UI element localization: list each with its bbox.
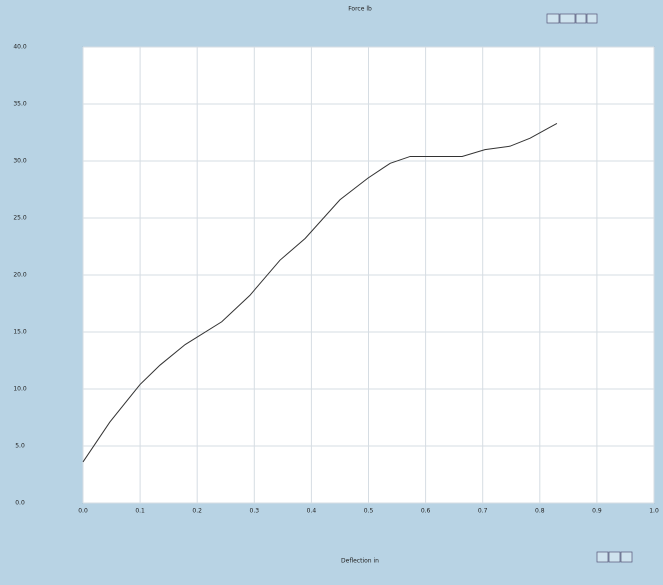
zoom-button[interactable]: [608, 551, 621, 563]
y-tick-label: 15.0: [13, 329, 27, 336]
x-axis-label: Deflection in: [341, 558, 379, 565]
y-tick-label: 0.0: [15, 500, 25, 507]
x-tick-label: 0.1: [135, 508, 145, 515]
x-tick-label: 0.7: [478, 508, 488, 515]
y-tick-label: 10.0: [13, 386, 27, 393]
line-series: [82, 122, 558, 463]
y-tick-label: 25.0: [13, 215, 27, 222]
x-tick-label: 0.2: [192, 508, 202, 515]
y-tick-label: 40.0: [13, 44, 27, 51]
x-tick-label: 0.5: [364, 508, 374, 515]
chart-title: Force lb: [348, 6, 372, 13]
zoom-button[interactable]: [596, 551, 609, 563]
toolbar-button[interactable]: [559, 13, 576, 24]
x-tick-label: 0.6: [421, 508, 431, 515]
y-tick-label: 35.0: [13, 101, 27, 108]
y-tick-label: 30.0: [13, 158, 27, 165]
toolbar-button[interactable]: [575, 13, 587, 24]
toolbar-button[interactable]: [586, 13, 598, 24]
y-tick-label: 5.0: [15, 443, 25, 450]
x-tick-label: 0.0: [78, 508, 88, 515]
x-tick-label: 0.8: [535, 508, 545, 515]
x-tick-label: 0.9: [592, 508, 602, 515]
zoom-button[interactable]: [620, 551, 633, 563]
x-tick-label: 1.0: [649, 508, 659, 515]
x-tick-label: 0.4: [307, 508, 317, 515]
y-tick-label: 20.0: [13, 272, 27, 279]
x-tick-label: 0.3: [250, 508, 260, 515]
toolbar: [546, 13, 633, 563]
toolbar-button[interactable]: [546, 13, 560, 24]
